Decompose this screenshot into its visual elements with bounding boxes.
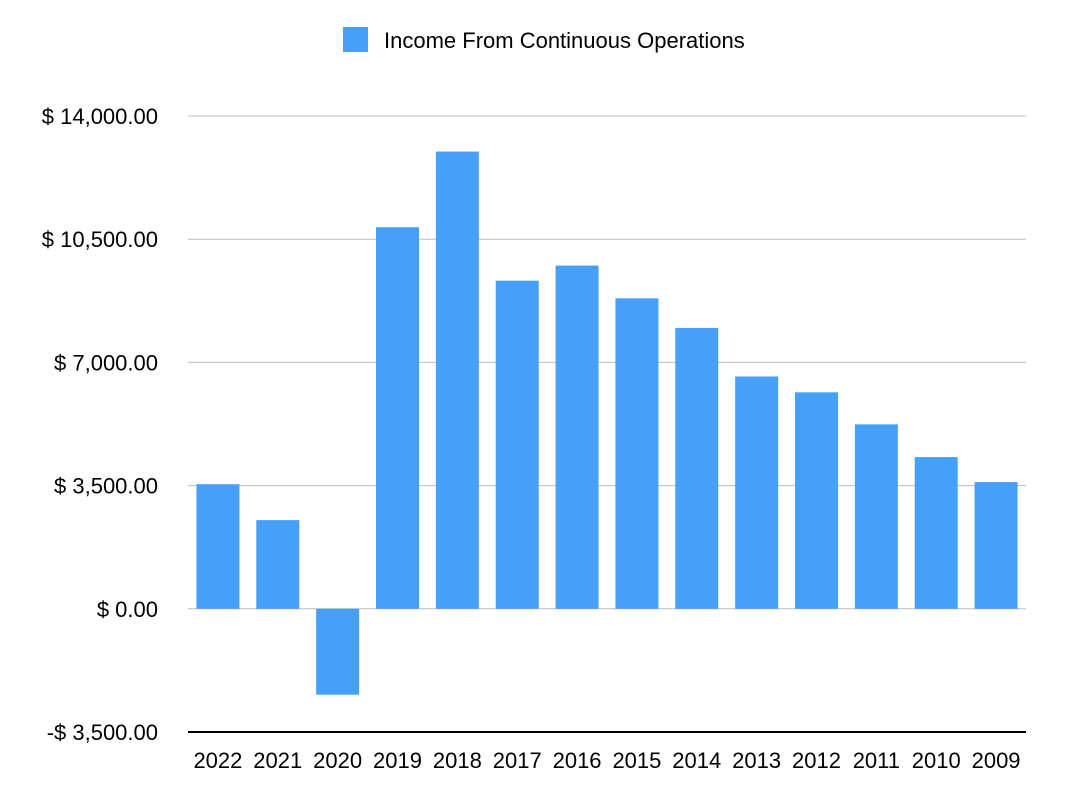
x-tick-label: 2017	[493, 748, 542, 773]
x-tick-label: 2015	[612, 748, 661, 773]
bar-2016	[555, 265, 599, 609]
bar-2010	[914, 457, 958, 609]
y-tick-label: $ 7,000.00	[54, 350, 158, 375]
x-tick-label: 2009	[972, 748, 1021, 773]
x-tick-label: 2022	[193, 748, 242, 773]
bar-2019	[376, 227, 419, 609]
bar-2009	[974, 482, 1018, 609]
bar-2017	[495, 280, 539, 609]
x-tick-label: 2018	[433, 748, 482, 773]
bar-2014	[675, 327, 719, 609]
x-tick-label: 2012	[792, 748, 841, 773]
y-axis-tick-labels: -$ 3,500.00 $ 0.00 $ 3,500.00 $ 7,000.00 $ 1…	[42, 104, 158, 745]
x-axis-tick-labels: 2022 2021 2020 2019 2018 2017 2016 2015 2014 2013…	[193, 748, 1020, 773]
x-tick-label: 2016	[553, 748, 602, 773]
bar-2021	[256, 520, 300, 609]
x-tick-label: 2020	[313, 748, 362, 773]
y-tick-label: $ 3,500.00	[54, 474, 158, 499]
legend-label: Income From Continuous Operations	[384, 28, 745, 53]
bars	[196, 151, 1018, 695]
x-tick-label: 2011	[853, 748, 900, 773]
bar-2020	[316, 608, 360, 695]
bar-2018	[435, 151, 479, 609]
x-tick-label: 2014	[672, 748, 721, 773]
bar-2012	[795, 392, 838, 609]
x-tick-label: 2010	[912, 748, 961, 773]
bar-2022	[196, 484, 240, 609]
y-tick-label: $ 14,000.00	[42, 104, 158, 129]
x-tick-label: 2013	[732, 748, 781, 773]
x-tick-label: 2019	[373, 748, 422, 773]
x-tick-label: 2021	[253, 748, 302, 773]
gridlines	[188, 115, 1026, 733]
bar-2015	[615, 298, 659, 609]
legend: Income From Continuous Operations	[343, 27, 745, 53]
legend-swatch	[343, 27, 368, 52]
y-tick-label: $ 10,500.00	[42, 227, 158, 252]
bar-2013	[735, 376, 779, 609]
bar-2011	[854, 424, 898, 609]
y-tick-label: -$ 3,500.00	[47, 720, 158, 745]
y-tick-label: $ 0.00	[97, 597, 158, 622]
